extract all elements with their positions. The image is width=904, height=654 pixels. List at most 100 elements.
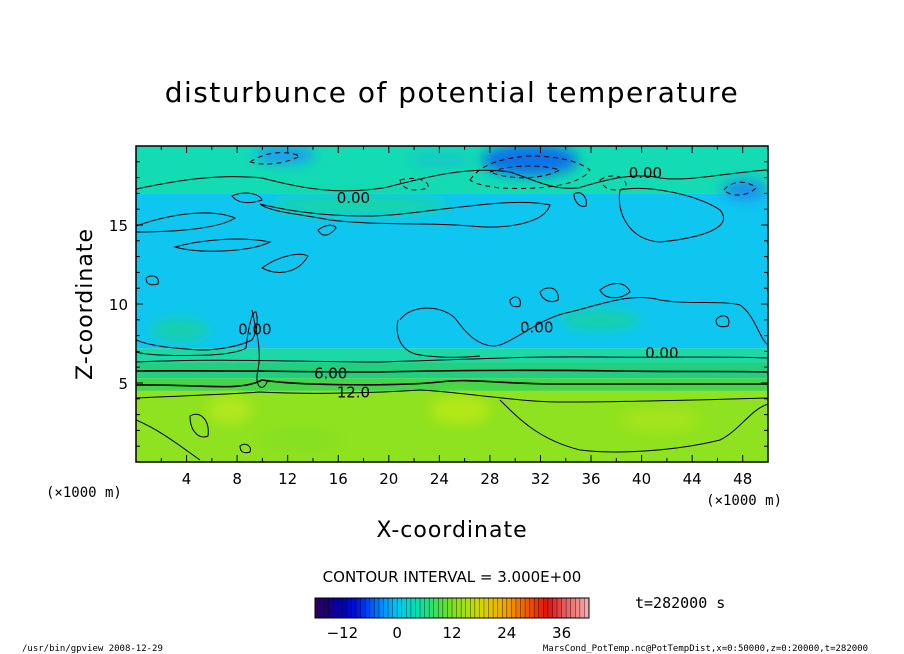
contour-label-4: 12.0 <box>337 383 370 401</box>
colorbar-cell <box>511 598 517 618</box>
colorbar-cell <box>488 598 494 618</box>
heatmap-texture <box>150 146 767 452</box>
colorbar-cell <box>360 598 366 618</box>
colorbar-cell <box>529 598 535 618</box>
x-tick-label: 48 <box>733 470 752 488</box>
colorbar-cell <box>374 598 380 618</box>
chart-title: disturbunce of potential temperature <box>165 76 740 109</box>
colorbar-tick-label: 12 <box>442 624 461 642</box>
x-tick-label: 8 <box>232 470 242 488</box>
x-tick-label: 4 <box>182 470 192 488</box>
contour-label-1: 0.00 <box>629 164 662 182</box>
heatmap-band-4 <box>136 193 768 349</box>
colorbar-cell <box>447 598 453 618</box>
colorbar-cell <box>351 598 357 618</box>
colorbar-cell <box>378 598 384 618</box>
colorbar-cell <box>369 598 375 618</box>
colorbar-cell <box>406 598 412 618</box>
colorbar-cell <box>579 598 585 618</box>
colorbar-cell <box>543 598 549 618</box>
colorbar-tick-label: 24 <box>497 624 516 642</box>
colorbar-cell <box>515 598 521 618</box>
time-label: t=282000 s <box>635 594 725 612</box>
colorbar-cell <box>346 598 352 618</box>
contour-label-6: 0.00 <box>238 320 271 338</box>
colorbar-cell <box>552 598 558 618</box>
contour-label-3: 6.00 <box>314 365 347 383</box>
x-tick-label: 32 <box>531 470 550 488</box>
colorbar-cell <box>465 598 471 618</box>
colorbar <box>314 597 590 619</box>
y-tick-label: 10 <box>109 296 128 314</box>
colorbar-cell <box>365 598 371 618</box>
colorbar-cell <box>461 598 466 618</box>
colorbar-cell <box>429 598 435 618</box>
heatmap-layers <box>136 146 768 462</box>
colorbar-cell <box>497 598 503 618</box>
colorbar-cell <box>388 598 393 618</box>
colorbar-cell <box>452 598 457 618</box>
colorbar-cell <box>324 598 329 618</box>
colorbar-cell <box>410 598 416 618</box>
colorbar-cell <box>420 598 425 618</box>
x-tick-label: 40 <box>632 470 651 488</box>
colorbar-cell <box>493 598 498 618</box>
colorbar-cell <box>520 598 526 618</box>
x-tick-label: 28 <box>480 470 499 488</box>
colorbar-cell <box>456 598 462 618</box>
colorbar-tick-label: 36 <box>552 624 571 642</box>
x-axis-label: X-coordinate <box>376 518 527 543</box>
y-tick-label: 15 <box>109 217 128 235</box>
colorbar-cell <box>470 598 476 618</box>
colorbar-tick-label: −12 <box>327 624 359 642</box>
colorbar-cell <box>479 598 485 618</box>
colorbar-cell <box>534 598 540 618</box>
colorbar-cell <box>392 598 398 618</box>
colorbar-cell <box>424 598 430 618</box>
colorbar-cell <box>397 598 403 618</box>
colorbar-cell <box>319 598 325 618</box>
colorbar-cell <box>525 598 530 618</box>
colorbar-ticks: −12 0 12 24 36 <box>327 624 572 642</box>
x-tick-label: 12 <box>278 470 297 488</box>
colorbar-cell <box>575 598 581 618</box>
colorbar-cell <box>328 598 334 618</box>
heatmap-band-3 <box>136 348 768 363</box>
contour-lines <box>136 169 768 461</box>
colorbar-cell <box>356 598 361 618</box>
colorbar-cell <box>502 598 508 618</box>
x-tick-label: 16 <box>329 470 348 488</box>
colorbar-cell <box>337 598 343 618</box>
colorbar-cell <box>561 598 567 618</box>
colorbar-cell <box>557 598 562 618</box>
colorbar-cell <box>401 598 407 618</box>
colorbar-cell <box>474 598 480 618</box>
colorbar-cell <box>415 598 421 618</box>
contour-label-0: 0.00 <box>337 189 370 207</box>
colorbar-cell <box>584 598 590 618</box>
x-tick-label: 36 <box>581 470 600 488</box>
contour-label-5: 0.00 <box>520 319 553 337</box>
colorbar-cell <box>433 598 439 618</box>
contour-label-2: 0.00 <box>645 344 678 362</box>
colorbar-cell <box>342 598 348 618</box>
x-axis: 4 8 12 16 20 24 28 32 36 40 44 48 <box>160 146 752 488</box>
colorbar-cell <box>538 598 544 618</box>
contour-interval-text: CONTOUR INTERVAL = 3.000E+00 <box>323 568 582 586</box>
colorbar-cell <box>333 598 339 618</box>
colorbar-cell <box>442 598 448 618</box>
colorbar-cell <box>547 598 553 618</box>
footer-right: MarsCond_PotTemp.nc@PotTempDist,x=0:5000… <box>543 644 868 654</box>
x-tick-label: 20 <box>379 470 398 488</box>
y-tick-label: 5 <box>118 375 128 393</box>
colorbar-cell <box>438 598 444 618</box>
x-tick-label: 24 <box>430 470 449 488</box>
colorbar-tick-label: 0 <box>392 624 402 642</box>
y-axis: 5 10 15 <box>109 161 768 447</box>
footer-left: /usr/bin/gpview 2008-12-29 <box>22 644 163 654</box>
colorbar-cell <box>315 598 320 618</box>
colorbar-cell <box>570 598 576 618</box>
colorbar-cell <box>506 598 512 618</box>
